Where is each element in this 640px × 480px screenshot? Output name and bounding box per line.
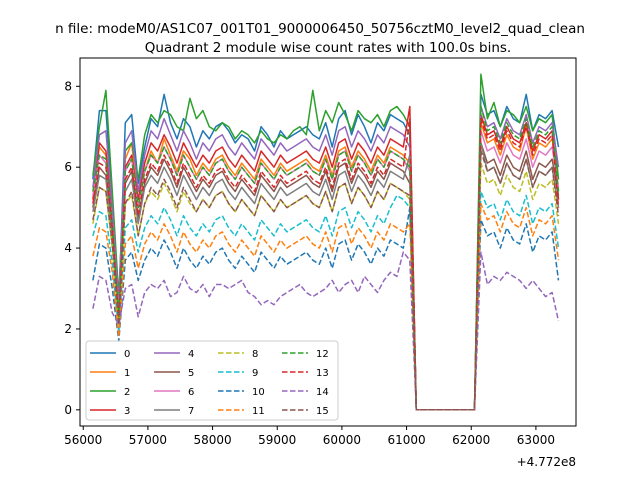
legend-label-3: 3	[124, 406, 130, 417]
x-tick-label: 63000	[517, 433, 555, 447]
legend-frame	[85, 340, 339, 421]
legend-label-8: 8	[252, 349, 258, 360]
legend-label-12: 12	[316, 349, 329, 360]
figure-suptitle: n file: modeM0/AS1C07_001T01_9000006450_…	[55, 21, 585, 37]
x-axis-offset-label: +4.772e8	[517, 455, 576, 469]
series-layer	[92, 73, 560, 411]
x-tick-label: 61000	[387, 433, 425, 447]
legend-label-1: 1	[124, 368, 130, 379]
x-tick-label: 57000	[129, 433, 167, 447]
legend-label-15: 15	[316, 406, 329, 417]
chart-title: Quadrant 2 module wise count rates with …	[145, 40, 511, 56]
series-line-13	[92, 117, 560, 411]
series-line-14	[92, 251, 560, 411]
y-tick-label: 8	[64, 79, 72, 93]
legend-label-6: 6	[188, 387, 194, 398]
legend-label-9: 9	[252, 368, 258, 379]
legend-label-7: 7	[188, 406, 194, 417]
series-line-2	[92, 73, 560, 411]
y-axis: 0 2 4 6 8	[64, 79, 80, 417]
x-tick-label: 58000	[193, 433, 231, 447]
legend-label-2: 2	[124, 387, 130, 398]
x-tick-label: 59000	[258, 433, 296, 447]
x-tick-label: 62000	[452, 433, 490, 447]
x-tick-label: 56000	[64, 433, 102, 447]
y-tick-label: 4	[64, 241, 72, 255]
y-tick-label: 6	[64, 160, 72, 174]
x-tick-label: 60000	[323, 433, 361, 447]
legend-label-13: 13	[316, 368, 329, 379]
series-line-10	[92, 206, 560, 411]
y-tick-label: 2	[64, 322, 72, 336]
legend-label-4: 4	[188, 349, 194, 360]
series-line-15	[92, 150, 560, 411]
legend-label-11: 11	[252, 406, 265, 417]
series-line-9	[92, 190, 560, 411]
plot-area-frame	[79, 57, 577, 427]
legend-label-5: 5	[188, 368, 194, 379]
series-line-12	[92, 105, 560, 411]
legend-label-0: 0	[124, 349, 130, 360]
series-line-11	[92, 202, 560, 411]
x-axis: 56000 57000 58000 59000 60000 61000 62000 63000	[64, 426, 555, 447]
legend-label-14: 14	[316, 387, 329, 398]
y-tick-label: 0	[64, 403, 72, 417]
legend-label-10: 10	[252, 387, 265, 398]
